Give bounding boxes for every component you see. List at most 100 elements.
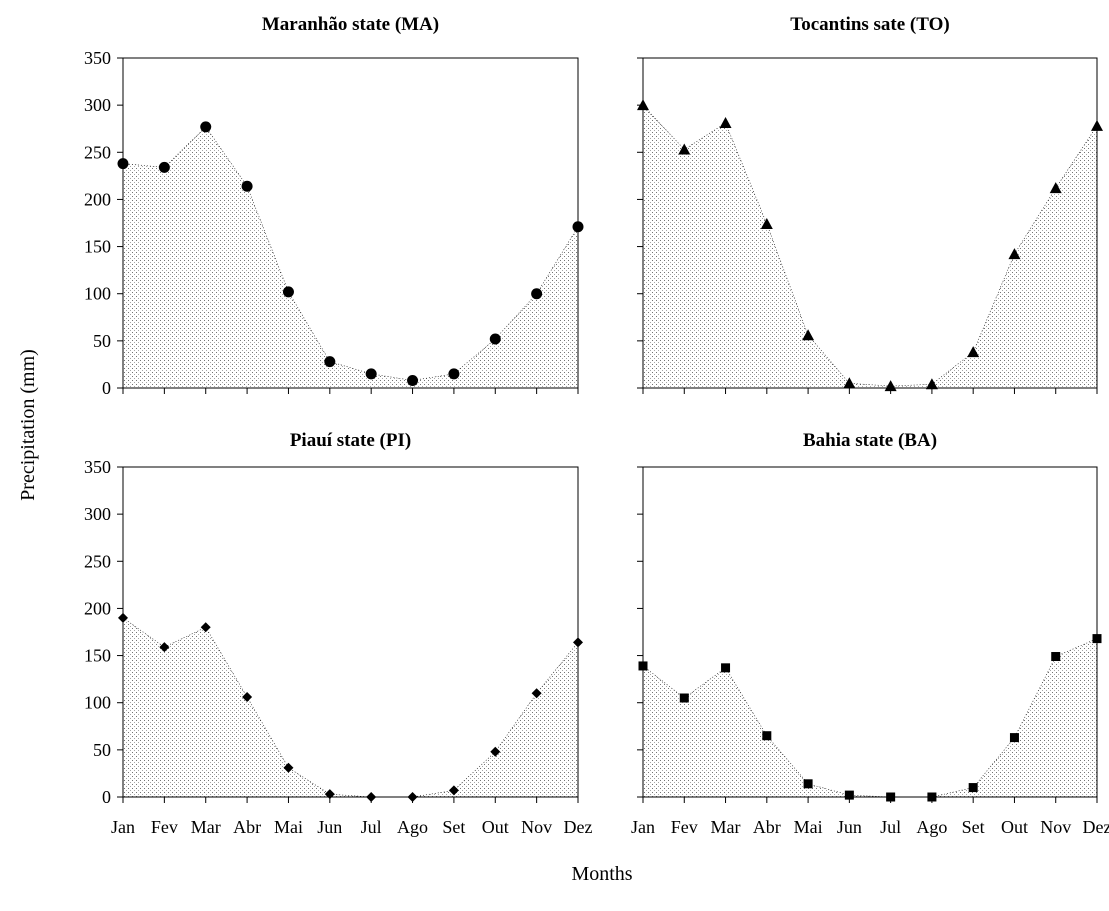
y-tick-label: 100	[84, 284, 111, 304]
area-fill	[123, 617, 578, 797]
data-point	[803, 779, 813, 789]
data-point	[407, 792, 418, 802]
x-tick-label: Mar	[711, 817, 741, 837]
x-tick-label: Jan	[111, 817, 135, 837]
y-tick-label: 100	[84, 693, 111, 713]
x-tick-label: Jun	[317, 817, 342, 837]
data-point	[200, 121, 212, 133]
data-point	[637, 99, 649, 111]
data-point	[762, 731, 772, 741]
x-tick-label: Ago	[916, 817, 947, 837]
data-point	[1008, 248, 1021, 260]
x-tick-label: Jun	[837, 817, 862, 837]
data-point	[1009, 733, 1019, 743]
panel-title: Bahia state (BA)	[803, 430, 937, 451]
x-tick-label: Out	[1001, 817, 1028, 837]
data-point	[678, 143, 691, 155]
x-tick-label: Mai	[274, 817, 303, 837]
x-tick-label: Jul	[880, 817, 901, 837]
data-point	[968, 783, 978, 793]
y-tick-label: 350	[84, 457, 111, 477]
y-tick-label: 300	[84, 95, 111, 115]
plot-frame	[642, 57, 1098, 389]
data-point	[638, 661, 648, 671]
data-point	[118, 612, 128, 623]
x-tick-label: Mar	[191, 817, 221, 837]
series-line	[642, 104, 1098, 387]
x-tick-label: Set	[442, 817, 465, 837]
x-tick-label: Jul	[361, 817, 382, 837]
data-point	[366, 792, 377, 802]
data-point	[200, 622, 211, 633]
data-point	[679, 693, 689, 703]
x-tick-label: Abr	[233, 817, 261, 837]
chart-panel-2: Tocantins sate (TO)	[637, 14, 1103, 394]
y-tick-label: 300	[84, 504, 111, 524]
y-tick-label: 150	[84, 646, 111, 666]
data-point	[324, 356, 336, 368]
panel-title: Maranhão state (MA)	[262, 14, 439, 35]
y-tick-label: 50	[93, 331, 111, 351]
data-point	[884, 380, 897, 392]
x-tick-label: Out	[482, 817, 509, 837]
x-tick-label: Fev	[671, 817, 698, 837]
y-tick-label: 50	[93, 740, 111, 760]
data-point	[242, 692, 253, 703]
panel-title: Tocantins sate (TO)	[790, 14, 949, 35]
y-tick-label: 150	[84, 237, 111, 257]
x-axis-title: Months	[571, 863, 632, 885]
y-tick-label: 0	[102, 787, 111, 807]
y-tick-label: 0	[102, 378, 111, 398]
series-line	[642, 638, 1098, 798]
data-point	[283, 762, 294, 773]
data-point	[531, 688, 542, 699]
data-point	[843, 377, 856, 389]
data-point	[448, 785, 459, 796]
y-tick-label: 250	[84, 551, 111, 571]
x-tick-label: Fev	[151, 817, 178, 837]
data-point	[117, 158, 129, 170]
data-point	[241, 180, 253, 192]
y-tick-label: 200	[84, 598, 111, 618]
data-point	[324, 789, 335, 800]
data-point	[719, 117, 732, 129]
data-point	[158, 161, 170, 173]
plot-frame	[642, 466, 1098, 798]
x-tick-label: Set	[962, 817, 985, 837]
x-tick-label: Dez	[1083, 817, 1109, 837]
data-point	[282, 286, 294, 298]
area-fill	[643, 105, 1097, 389]
y-tick-label: 250	[84, 142, 111, 162]
x-tick-label: Abr	[753, 817, 781, 837]
chart-panel-3: Piauí state (PI) 0 50 100 150 200 250 300 350 Jan…	[84, 430, 592, 837]
x-tick-label: Nov	[1040, 817, 1071, 837]
data-point	[531, 288, 543, 300]
data-point	[1051, 652, 1061, 662]
chart-panel-1: Maranhão state (MA) 0 50 100 150 200 250 300 350	[84, 14, 584, 398]
y-axis-title: Precipitation (mm)	[17, 349, 39, 501]
data-point	[844, 790, 854, 800]
data-point	[573, 637, 583, 648]
panel-title: Piauí state (PI)	[290, 430, 411, 451]
area-fill	[643, 638, 1097, 797]
data-point	[967, 346, 980, 358]
y-tick-label: 200	[84, 189, 111, 209]
panels: Maranhão state (MA) 0 50 100 150 200 250 300 350…	[84, 14, 1109, 837]
data-point	[925, 378, 938, 390]
series-line	[122, 126, 579, 381]
data-point	[489, 333, 501, 345]
data-point	[1091, 119, 1103, 131]
data-point	[407, 374, 419, 386]
series-line	[122, 617, 579, 798]
x-tick-label: Nov	[521, 817, 552, 837]
y-tick-label: 350	[84, 48, 111, 68]
data-point	[572, 221, 584, 233]
data-point	[448, 368, 460, 380]
data-point	[721, 663, 731, 673]
data-point	[760, 217, 773, 229]
data-point	[365, 368, 377, 380]
x-tick-label: Dez	[564, 817, 593, 837]
area-fill	[123, 126, 578, 388]
data-point	[1092, 634, 1102, 644]
